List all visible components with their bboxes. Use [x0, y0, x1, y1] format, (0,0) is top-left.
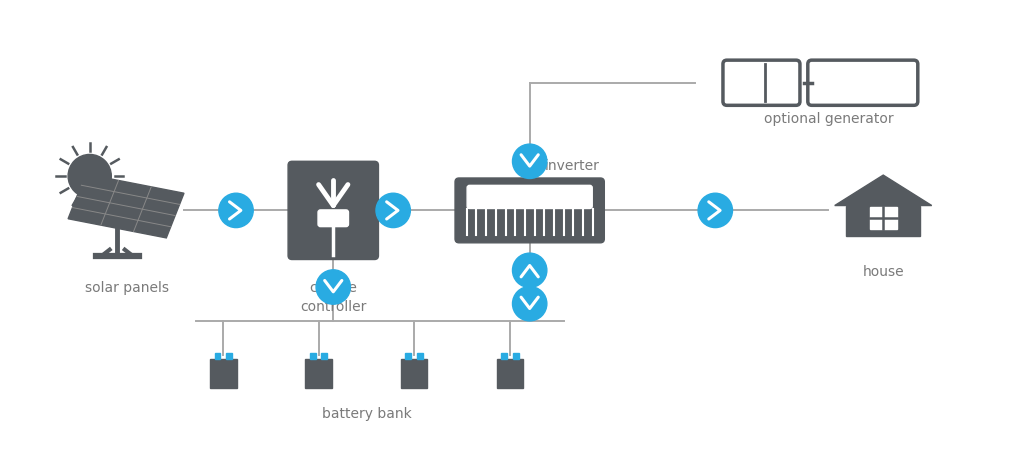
- FancyBboxPatch shape: [870, 207, 896, 229]
- FancyBboxPatch shape: [406, 352, 411, 359]
- FancyBboxPatch shape: [513, 352, 519, 359]
- FancyBboxPatch shape: [305, 359, 332, 388]
- FancyBboxPatch shape: [417, 352, 423, 359]
- Polygon shape: [835, 175, 932, 206]
- Circle shape: [698, 193, 732, 227]
- Text: battery bank: battery bank: [322, 407, 412, 421]
- Polygon shape: [69, 174, 184, 238]
- Circle shape: [316, 270, 350, 304]
- FancyBboxPatch shape: [467, 186, 592, 208]
- FancyBboxPatch shape: [847, 206, 920, 236]
- FancyBboxPatch shape: [723, 60, 800, 105]
- FancyBboxPatch shape: [210, 359, 237, 388]
- FancyBboxPatch shape: [502, 352, 507, 359]
- Circle shape: [376, 193, 411, 227]
- FancyBboxPatch shape: [288, 161, 379, 259]
- Text: inverter: inverter: [545, 159, 599, 173]
- Text: solar panels: solar panels: [85, 281, 169, 295]
- FancyBboxPatch shape: [322, 352, 328, 359]
- Circle shape: [512, 144, 547, 179]
- FancyBboxPatch shape: [497, 359, 523, 388]
- FancyBboxPatch shape: [400, 359, 427, 388]
- Text: optional generator: optional generator: [764, 112, 894, 126]
- Text: house: house: [862, 266, 904, 279]
- Circle shape: [512, 253, 547, 287]
- FancyBboxPatch shape: [214, 352, 220, 359]
- Circle shape: [219, 193, 253, 227]
- Text: charge
controller: charge controller: [300, 281, 367, 313]
- FancyBboxPatch shape: [808, 60, 918, 105]
- FancyBboxPatch shape: [318, 210, 348, 226]
- Circle shape: [512, 286, 547, 321]
- Circle shape: [69, 154, 112, 198]
- FancyBboxPatch shape: [455, 178, 604, 243]
- FancyBboxPatch shape: [226, 352, 232, 359]
- FancyBboxPatch shape: [310, 352, 315, 359]
